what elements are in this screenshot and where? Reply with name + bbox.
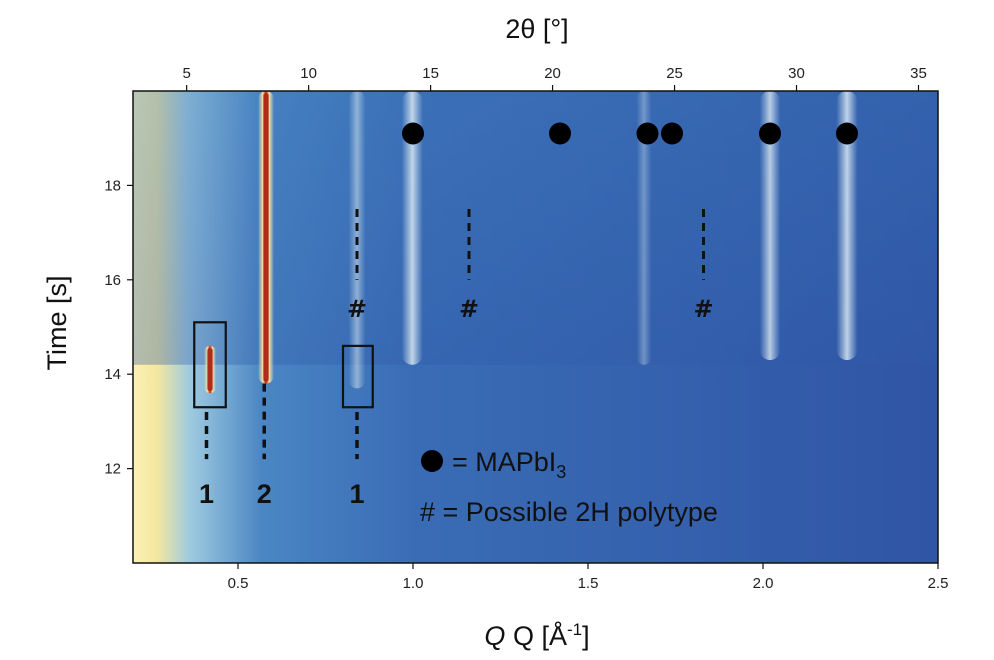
two-theta-axis-ticks: 5 10 15 20 25 30 35 xyxy=(182,65,927,91)
q-axis-ticks: 0.5 1.0 1.5 2.0 2.5 xyxy=(228,563,949,592)
time-axis-title: Time [s] xyxy=(42,275,72,370)
intense-peaks xyxy=(204,91,274,394)
phase-boxes xyxy=(193,321,374,409)
polytype-label-0: # xyxy=(347,295,367,323)
q-tick-label-3: 2.0 xyxy=(753,575,774,592)
two-theta-tick-label-1: 10 xyxy=(300,65,317,82)
q-axis-title: Q Q [Å-1] xyxy=(484,620,589,651)
intense-peak-core-1 xyxy=(207,347,213,392)
two-theta-tick-label-2: 15 xyxy=(422,65,439,82)
q-tick-label-4: 2.5 xyxy=(928,575,949,592)
plot-frame xyxy=(132,90,939,564)
streak-4 xyxy=(636,91,652,365)
two-theta-axis-title: 2θ [°] xyxy=(505,14,568,44)
streak-1 xyxy=(401,91,423,365)
streak-3 xyxy=(836,91,858,361)
time-tick-label-2: 16 xyxy=(104,272,121,289)
q-tick-label-1: 1.0 xyxy=(403,575,424,592)
legend-mapbi3-circle-icon xyxy=(421,450,443,472)
time-tick-label-1: 14 xyxy=(104,366,121,383)
two-theta-tick-label-4: 25 xyxy=(666,65,683,82)
polytype-label-1: # xyxy=(459,295,479,323)
phase-box-1 xyxy=(341,344,374,409)
phase-box-0 xyxy=(193,321,227,409)
mapbi3-marker-2 xyxy=(636,122,659,145)
polytype-markers: # # # xyxy=(347,209,714,323)
streak-2 xyxy=(759,91,781,361)
mapbi3-marker-0 xyxy=(402,122,424,145)
mapbi3-markers xyxy=(402,122,858,145)
q-tick-label-2: 1.5 xyxy=(578,575,599,592)
heatmap-upper-region xyxy=(133,91,938,365)
plot-area xyxy=(133,91,938,563)
two-theta-tick-label-5: 30 xyxy=(788,65,805,82)
q-tick-label-0: 0.5 xyxy=(228,575,249,592)
phase-label-0: 1 xyxy=(199,479,214,509)
time-tick-label-3: 18 xyxy=(104,177,121,194)
phase-label-1: 2 xyxy=(257,479,272,509)
intense-peak-core-0 xyxy=(263,93,269,382)
legend-polytype-text: # = Possible 2H polytype xyxy=(420,497,718,527)
legend: = MAPbI3 # = Possible 2H polytype xyxy=(420,447,718,527)
phase-label-2: 1 xyxy=(349,479,364,509)
mapbi3-marker-5 xyxy=(836,122,858,145)
two-theta-tick-label-3: 20 xyxy=(544,65,561,82)
mapbi3-marker-3 xyxy=(661,122,683,145)
phase-labels: 1 2 1 xyxy=(199,383,365,509)
legend-mapbi3-subscript: 3 xyxy=(556,462,566,482)
mapbi3-marker-1 xyxy=(549,122,571,145)
two-theta-tick-label-0: 5 xyxy=(182,65,190,82)
legend-mapbi3-text: = MAPbI3 xyxy=(452,447,566,482)
polytype-label-2: # xyxy=(693,295,713,323)
time-axis-ticks: 12 14 16 18 xyxy=(104,177,133,478)
time-tick-label-0: 12 xyxy=(104,461,121,478)
two-theta-tick-label-6: 35 xyxy=(910,65,927,82)
mapbi3-marker-4 xyxy=(759,122,781,145)
